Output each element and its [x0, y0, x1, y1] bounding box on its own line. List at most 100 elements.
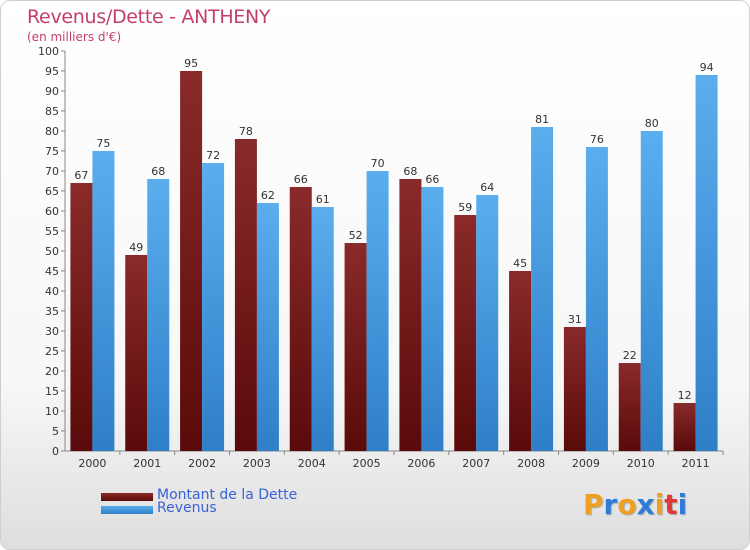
x-tick-label: 2001 [133, 457, 161, 470]
logo-letter: o [617, 488, 637, 521]
bar-dette [509, 271, 532, 451]
bar-dette [563, 327, 586, 451]
bar-revenus [256, 203, 279, 451]
bar-revenus [695, 75, 718, 451]
bar-revenus [311, 207, 334, 451]
x-tick-label: 2002 [188, 457, 216, 470]
x-tick-label: 2007 [462, 457, 490, 470]
y-tick-label: 75 [45, 145, 59, 158]
data-label-revenus: 61 [316, 193, 330, 206]
x-tick-label: 2000 [78, 457, 106, 470]
x-tick-label: 2008 [517, 457, 545, 470]
data-label-revenus: 80 [645, 117, 659, 130]
bar-dette [180, 71, 203, 451]
y-tick-label: 20 [45, 365, 59, 378]
chart-subtitle: (en milliers d'€) [27, 30, 122, 44]
bar-dette [70, 183, 93, 451]
y-tick-label: 45 [45, 265, 59, 278]
y-tick-label: 35 [45, 305, 59, 318]
proxiti-logo: Proxiti [583, 488, 687, 521]
data-label-revenus: 81 [535, 113, 549, 126]
bar-dette [125, 255, 148, 451]
data-label-dette: 31 [568, 313, 582, 326]
y-tick-label: 15 [45, 385, 59, 398]
logo-letter: i [677, 488, 688, 521]
y-tick-label: 80 [45, 125, 59, 138]
x-tick-label: 2011 [682, 457, 710, 470]
legend-swatch-dette [101, 493, 153, 501]
bar-revenus [202, 163, 225, 451]
logo-letter: P [583, 488, 604, 521]
data-label-revenus: 64 [480, 181, 494, 194]
bar-dette [234, 139, 257, 451]
data-label-dette: 49 [129, 241, 143, 254]
bar-dette [454, 215, 477, 451]
data-label-dette: 12 [678, 389, 692, 402]
y-tick-label: 40 [45, 285, 59, 298]
logo-letter: x [636, 488, 655, 521]
logo-letter: i [654, 488, 665, 521]
legend-swatch-revenus [101, 506, 153, 514]
data-label-dette: 59 [458, 201, 472, 214]
y-tick-label: 30 [45, 325, 59, 338]
bar-revenus [531, 127, 554, 451]
bar-revenus [92, 151, 115, 451]
data-label-dette: 52 [349, 229, 363, 242]
y-tick-label: 50 [45, 245, 59, 258]
x-tick-label: 2003 [243, 457, 271, 470]
data-label-revenus: 94 [700, 61, 714, 74]
y-tick-label: 95 [45, 65, 59, 78]
y-tick-label: 0 [52, 445, 59, 458]
y-tick-label: 85 [45, 105, 59, 118]
bar-dette [673, 403, 696, 451]
data-label-dette: 68 [403, 165, 417, 178]
data-label-dette: 45 [513, 257, 527, 270]
data-label-dette: 67 [74, 169, 88, 182]
y-axis: 0 5 10 15 20 25 30 35 40 45 50 55 60 65 70 75 80 85 90 95 10… [38, 45, 66, 458]
x-axis: 2000 2001 2002 2003 2004 2005 2006 2007 2008 2009… [65, 450, 724, 470]
bar-revenus [476, 195, 499, 451]
bar-revenus [640, 131, 663, 451]
x-tick-label: 2005 [353, 457, 381, 470]
bar-series [70, 71, 718, 451]
bar-revenus [366, 171, 389, 451]
y-tick-label: 55 [45, 225, 59, 238]
bar-revenus [585, 147, 608, 451]
bar-dette [618, 363, 641, 451]
x-tick-label: 2010 [627, 457, 655, 470]
legend-label-revenus: Revenus [157, 500, 217, 516]
bar-dette [344, 243, 367, 451]
y-tick-label: 10 [45, 405, 59, 418]
data-label-revenus: 72 [206, 149, 220, 162]
x-tick-label: 2009 [572, 457, 600, 470]
y-tick-label: 65 [45, 185, 59, 198]
x-tick-label: 2004 [298, 457, 326, 470]
x-tick-label: 2006 [407, 457, 435, 470]
y-tick-label: 100 [38, 45, 59, 58]
data-label-revenus: 62 [261, 189, 275, 202]
logo-letter: t [664, 488, 678, 521]
y-tick-label: 70 [45, 165, 59, 178]
data-label-revenus: 75 [96, 137, 110, 150]
data-labels: 67 75 49 68 95 72 78 62 66 61 52 70 68 66 59 64 45 81 31 76… [74, 57, 713, 402]
data-label-revenus: 76 [590, 133, 604, 146]
bar-revenus [421, 187, 444, 451]
logo-letter: r [603, 488, 618, 521]
y-tick-label: 5 [52, 425, 59, 438]
bar-revenus [147, 179, 170, 451]
data-label-dette: 95 [184, 57, 198, 70]
chart-title: Revenus/Dette - ANTHENY [27, 6, 271, 28]
legend-label-dette: Montant de la Dette [157, 487, 298, 503]
bar-dette [289, 187, 312, 451]
data-label-revenus: 68 [151, 165, 165, 178]
data-label-revenus: 70 [371, 157, 385, 170]
data-label-revenus: 66 [425, 173, 439, 186]
y-tick-label: 25 [45, 345, 59, 358]
data-label-dette: 22 [623, 349, 637, 362]
data-label-dette: 78 [239, 125, 253, 138]
data-label-dette: 66 [294, 173, 308, 186]
bar-dette [399, 179, 422, 451]
y-tick-label: 90 [45, 85, 59, 98]
